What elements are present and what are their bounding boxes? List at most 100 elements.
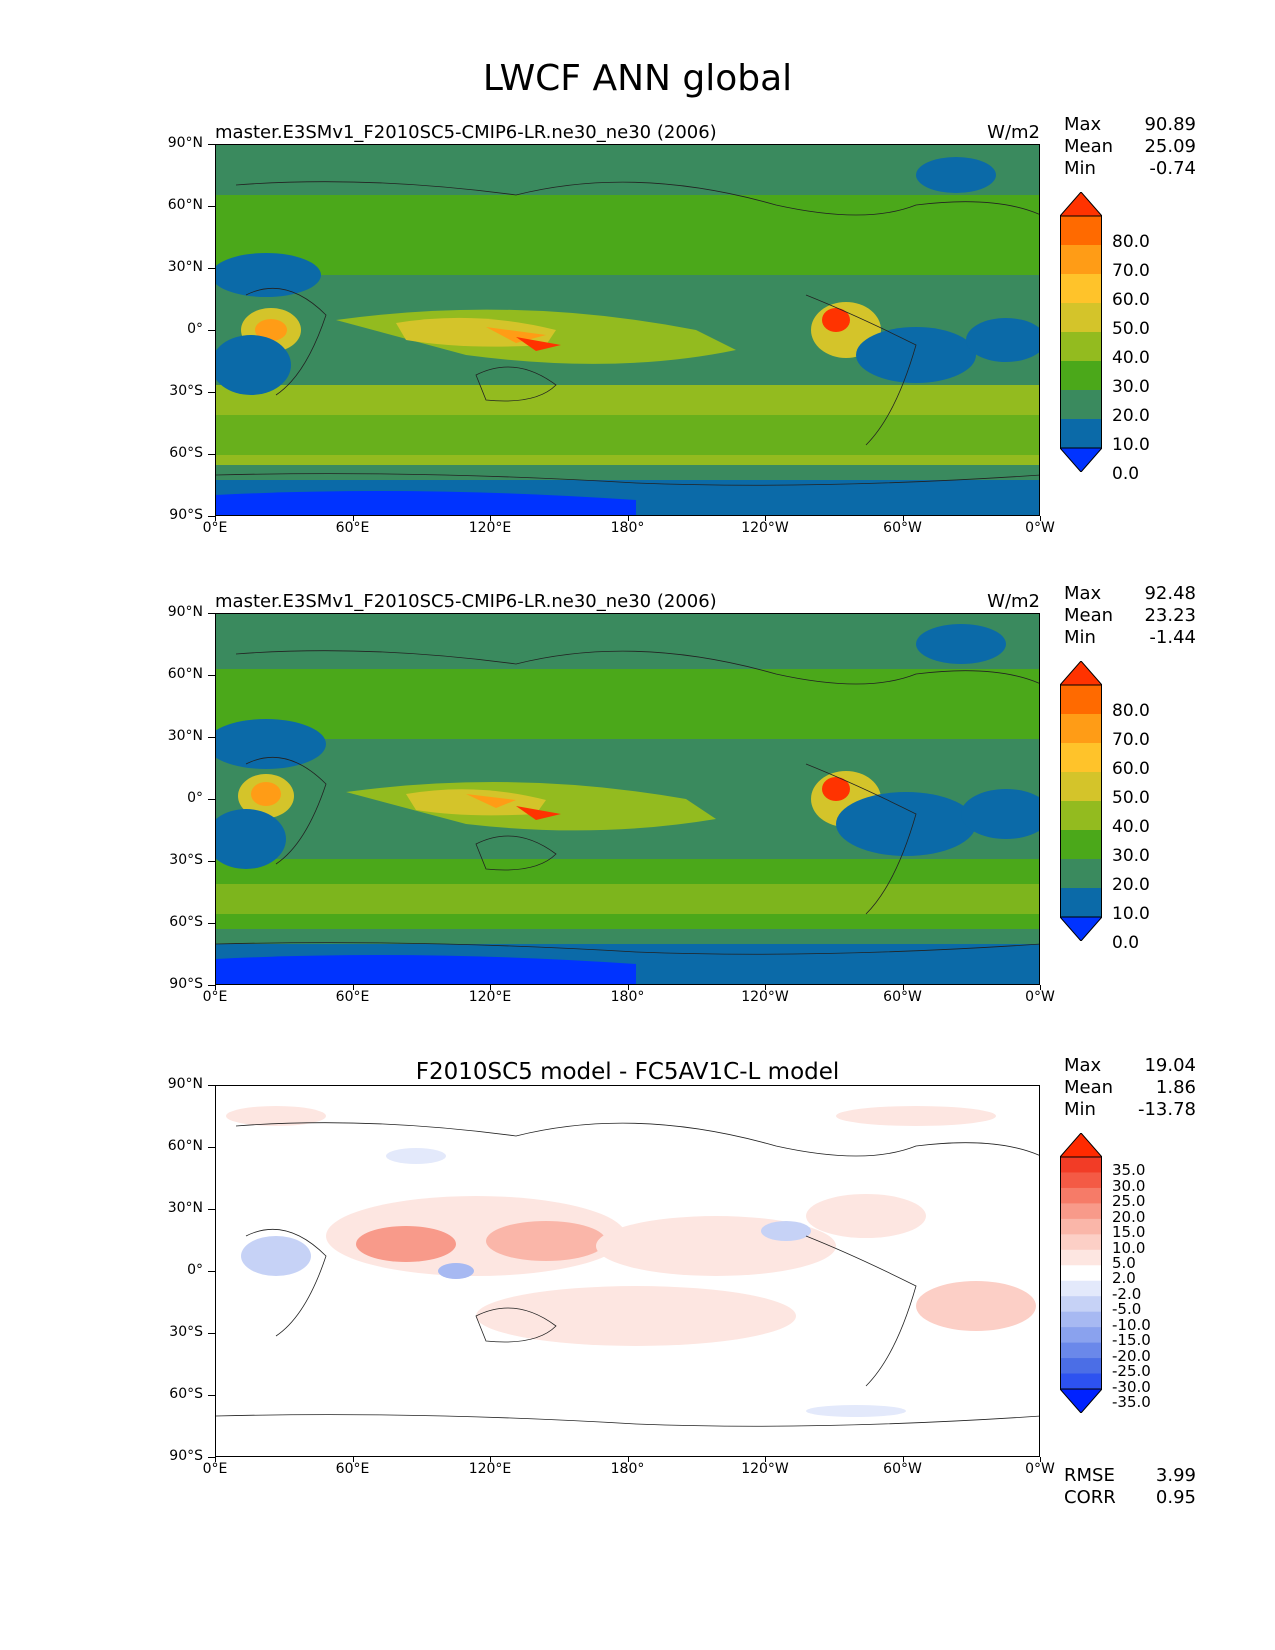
lon-tick-label: 60°E [335,1461,370,1477]
lat-tick-label: 60°S [169,445,203,461]
contour-map [216,1086,1039,1456]
lat-tick [208,1147,215,1148]
lon-tick-label: 180° [610,520,645,536]
panel-difference: F2010SC5 model - FC5AV1C-L model Max 19.0… [0,1055,1275,1523]
colorbar-label: 30.0 [1112,377,1150,398]
figure-title: LWCF ANN global [482,58,793,99]
stat-label: RMSE [1064,1465,1115,1486]
colorbar-label: 50.0 [1112,788,1150,809]
lon-tick [215,985,216,990]
lat-tick [208,985,215,986]
lat-tick [208,144,215,145]
colorbar-label: 10.0 [1112,904,1150,925]
lat-tick-label: 30°N [167,259,203,275]
lat-tick-label: 30°S [169,852,203,868]
colorbar-swatch [1060,361,1102,391]
colorbar-swatches [1058,191,1104,473]
panel-title: master.E3SMv1_F2010SC5-CMIP6-LR.ne30_ne3… [215,122,717,143]
colorbar-label: 70.0 [1112,261,1150,282]
colorbar-label: 60.0 [1112,290,1150,311]
colorbar-swatch [1060,1327,1102,1344]
colorbar-label: 80.0 [1112,701,1150,722]
colorbar-outline [1060,1156,1102,1390]
stat-value: 19.04 [1144,1055,1196,1076]
lat-tick-label: 60°N [167,666,203,682]
lat-tick [208,1209,215,1210]
colorbar-label: 20.0 [1112,875,1150,896]
lat-tick [208,613,215,614]
lon-tick-label: 0°W [1025,1461,1055,1477]
stats-block: Max 90.89 Mean 25.09 Min -0.74 [1064,114,1196,180]
lon-tick-label: 0°E [202,989,228,1005]
colorbar-swatch [1060,1342,1102,1359]
colorbar-swatch [1060,830,1102,860]
lon-tick [627,1457,629,1462]
stat-label: Mean [1064,605,1114,626]
colorbar-extend-min [1058,1388,1104,1414]
stat-label: Min [1064,158,1096,179]
stat-value: -1.44 [1149,627,1196,648]
lon-tick-label: 120°E [468,989,512,1005]
map-field [215,613,1040,985]
lat-tick [208,206,215,207]
lat-tick [208,454,215,455]
colorbar-swatch [1060,1265,1102,1282]
lon-tick [627,516,629,521]
lon-tick-label: 180° [610,989,645,1005]
lon-tick [765,1457,766,1462]
lon-tick-label: 60°W [883,1461,922,1477]
colorbar-swatch [1060,245,1102,275]
colorbar-extend-max [1058,1132,1104,1158]
lon-tick [765,985,766,990]
colorbar-swatch [1060,303,1102,333]
colorbar-label: 0.0 [1112,933,1140,954]
colorbar-swatch [1060,743,1102,773]
lon-tick [902,1457,904,1462]
stat-label: Max [1064,583,1102,604]
lat-tick [208,737,215,738]
lon-tick-label: 120°W [741,1461,789,1477]
lat-tick [208,1457,215,1458]
colorbar-swatch [1060,1249,1102,1266]
colorbar-swatch [1060,888,1102,918]
colorbar-label: 50.0 [1112,319,1150,340]
colorbar-swatch [1060,859,1102,889]
lat-tick-label: 30°S [169,1324,203,1340]
colorbar-swatch [1060,1157,1102,1173]
panel-model-ref: master.E3SMv1_F2010SC5-CMIP6-LR.ne30_ne3… [0,583,1275,1051]
lon-tick [1040,985,1041,990]
colorbar-label: 70.0 [1112,730,1150,751]
stat-label: Max [1064,114,1102,135]
lat-tick [208,330,215,331]
lon-tick [1040,1457,1041,1462]
lat-tick [208,1271,215,1272]
panel-units: W/m2 [987,122,1040,143]
lon-tick-label: 0°E [202,1461,228,1477]
lon-tick [490,1457,491,1462]
colorbar-label: 20.0 [1112,1207,1146,1226]
stat-value: -0.74 [1149,158,1196,179]
colorbar-swatch [1060,1234,1102,1251]
lon-tick-label: 0°E [202,520,228,536]
stats-block: Max 19.04 Mean 1.86 Min -13.78 [1064,1055,1196,1121]
colorbar-swatch [1060,419,1102,449]
colorbar-label: -30.0 [1112,1377,1151,1396]
lat-tick-label: 0° [187,790,203,806]
stat-label: CORR [1064,1487,1116,1508]
colorbar-swatch [1060,801,1102,831]
panel-title: master.E3SMv1_F2010SC5-CMIP6-LR.ne30_ne3… [215,591,717,612]
lon-tick-label: 60°E [335,520,370,536]
lat-tick [208,516,215,517]
colorbar-label: 10.0 [1112,435,1150,456]
lon-tick-label: 60°E [335,989,370,1005]
colorbar-swatch [1060,772,1102,802]
lon-tick [352,985,354,990]
colorbar-swatch [1060,274,1102,304]
lon-tick-label: 180° [610,1461,645,1477]
lat-tick-label: 90°S [169,976,203,992]
lat-tick-label: 90°S [169,1448,203,1464]
lon-tick [627,985,629,990]
colorbar-outline [1060,215,1102,449]
stat-label: Max [1064,1055,1102,1076]
colorbar [1058,1132,1104,1417]
